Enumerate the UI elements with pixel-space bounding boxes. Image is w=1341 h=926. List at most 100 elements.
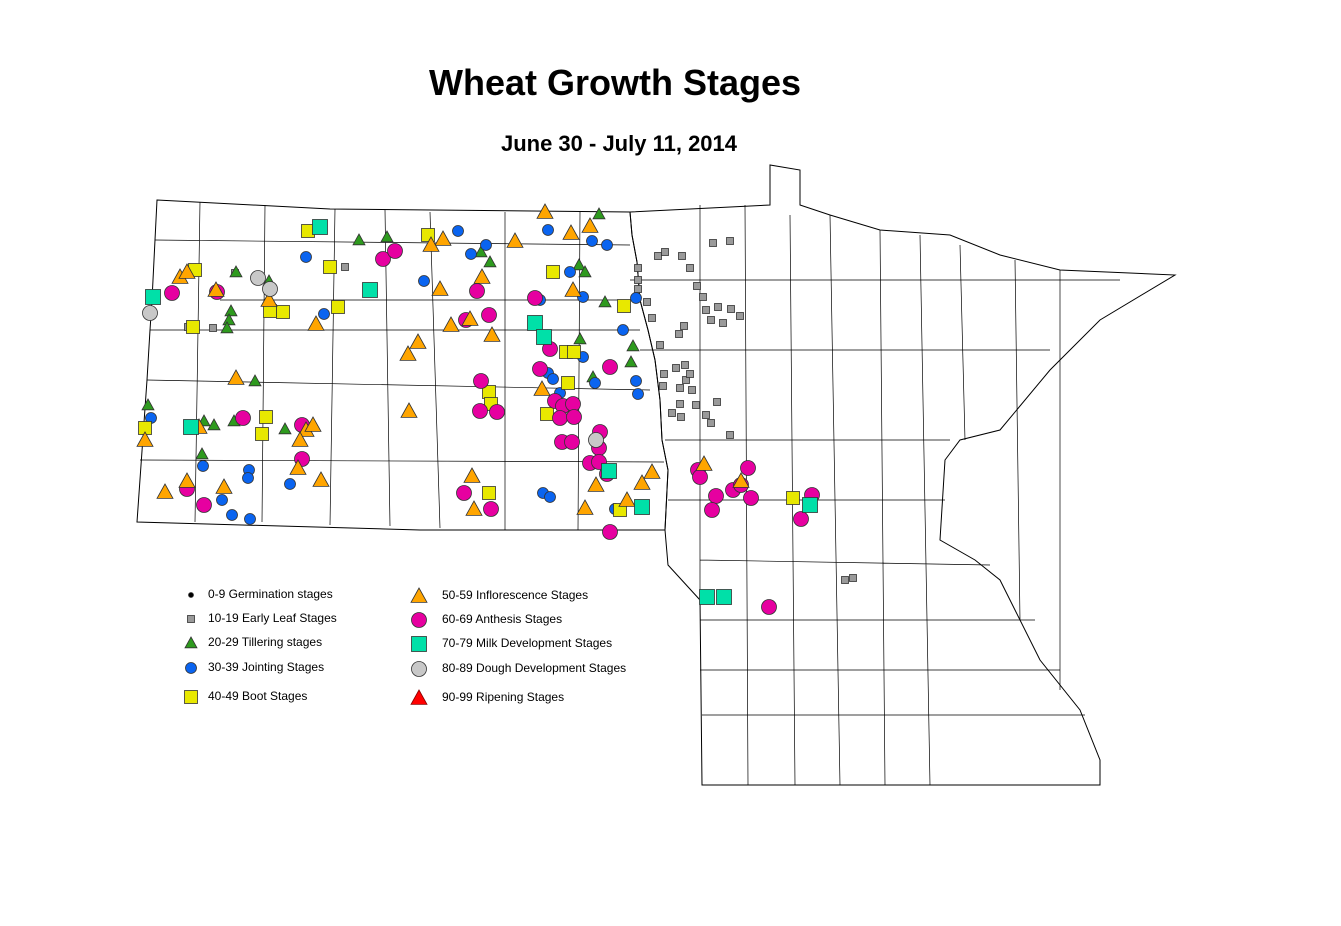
legend-symbol-square <box>184 690 198 704</box>
marker-10-19 <box>678 252 686 260</box>
marker-30-39 <box>465 248 477 260</box>
marker-30-39 <box>226 509 238 521</box>
marker-30-39 <box>586 235 598 247</box>
marker-20-29 <box>592 207 606 220</box>
marker-60-69 <box>489 404 505 420</box>
marker-30-39 <box>544 491 556 503</box>
marker-50-59 <box>400 402 418 418</box>
marker-30-39 <box>284 478 296 490</box>
legend-label: 80-89 Dough Development Stages <box>442 661 627 675</box>
marker-40-49 <box>259 410 273 424</box>
marker-40-49 <box>546 265 560 279</box>
marker-40-49 <box>331 300 345 314</box>
marker-30-39 <box>589 377 601 389</box>
marker-50-59 <box>581 217 599 233</box>
marker-30-39 <box>601 239 613 251</box>
marker-60-69 <box>527 290 543 306</box>
marker-50-59 <box>434 230 452 246</box>
marker-30-39 <box>617 324 629 336</box>
marker-30-39 <box>630 375 642 387</box>
marker-50-59 <box>422 236 440 252</box>
marker-10-19 <box>736 312 744 320</box>
marker-70-79 <box>312 219 328 235</box>
marker-60-69 <box>602 524 618 540</box>
marker-20-29 <box>598 295 612 308</box>
marker-10-19 <box>672 364 680 372</box>
marker-70-79 <box>183 419 199 435</box>
marker-50-59 <box>562 224 580 240</box>
marker-10-19 <box>634 264 642 272</box>
marker-70-79 <box>716 589 732 605</box>
marker-70-79 <box>802 497 818 513</box>
marker-80-89 <box>588 432 604 448</box>
marker-10-19 <box>686 370 694 378</box>
marker-10-19 <box>643 298 651 306</box>
marker-60-69 <box>235 410 251 426</box>
marker-10-19 <box>676 384 684 392</box>
marker-60-69 <box>564 434 580 450</box>
marker-10-19 <box>692 401 700 409</box>
marker-50-59 <box>473 268 491 284</box>
marker-50-59 <box>587 476 605 492</box>
marker-10-19 <box>682 376 690 384</box>
marker-30-39 <box>632 388 644 400</box>
marker-50-59 <box>207 281 225 297</box>
legend-label: 50-59 Inflorescence Stages <box>442 588 589 602</box>
marker-20-29 <box>278 422 292 435</box>
marker-60-69 <box>472 403 488 419</box>
marker-20-29 <box>380 230 394 243</box>
marker-60-69 <box>196 497 212 513</box>
marker-20-29 <box>578 265 592 278</box>
marker-50-59 <box>643 463 661 479</box>
marker-10-19 <box>702 411 710 419</box>
legend-label: 40-49 Boot Stages <box>208 689 308 703</box>
marker-10-19 <box>634 285 642 293</box>
legend-label: 10-19 Early Leaf Stages <box>208 611 337 625</box>
marker-10-19 <box>681 361 689 369</box>
marker-50-59 <box>291 431 309 447</box>
marker-60-69 <box>164 285 180 301</box>
marker-30-39 <box>197 460 209 472</box>
marker-20-29 <box>229 265 243 278</box>
marker-70-79 <box>536 329 552 345</box>
marker-50-59 <box>536 203 554 219</box>
marker-40-49 <box>561 376 575 390</box>
legend-label: 70-79 Milk Development Stages <box>442 636 613 650</box>
marker-60-69 <box>708 488 724 504</box>
legend-symbol-square <box>411 636 427 652</box>
marker-10-19 <box>709 239 717 247</box>
legend <box>184 587 428 705</box>
marker-10-19 <box>654 252 662 260</box>
marker-50-59 <box>260 291 278 307</box>
legend-label: 20-29 Tillering stages <box>208 635 323 649</box>
marker-10-19 <box>714 303 722 311</box>
map-subtitle: June 30 - July 11, 2014 <box>500 131 738 156</box>
marker-20-29 <box>624 355 638 368</box>
marker-60-69 <box>469 283 485 299</box>
marker-60-69 <box>761 599 777 615</box>
marker-40-49 <box>255 427 269 441</box>
marker-10-19 <box>849 574 857 582</box>
marker-10-19 <box>707 419 715 427</box>
marker-50-59 <box>465 500 483 516</box>
marker-50-59 <box>461 310 479 326</box>
marker-10-19 <box>727 305 735 313</box>
marker-10-19 <box>660 370 668 378</box>
marker-50-59 <box>506 232 524 248</box>
marker-40-49 <box>186 320 200 334</box>
marker-20-29 <box>626 339 640 352</box>
marker-30-39 <box>630 292 642 304</box>
marker-10-19 <box>841 576 849 584</box>
marker-60-69 <box>375 251 391 267</box>
marker-10-19 <box>648 314 656 322</box>
marker-50-59 <box>178 263 196 279</box>
county-boundaries <box>139 201 1120 786</box>
marker-30-39 <box>242 472 254 484</box>
legend-label: 0-9 Germination stages <box>208 587 333 601</box>
marker-30-39 <box>300 251 312 263</box>
marker-50-59 <box>409 333 427 349</box>
marker-40-49 <box>323 260 337 274</box>
marker-40-49 <box>617 299 631 313</box>
marker-40-49 <box>540 407 554 421</box>
marker-50-59 <box>215 478 233 494</box>
